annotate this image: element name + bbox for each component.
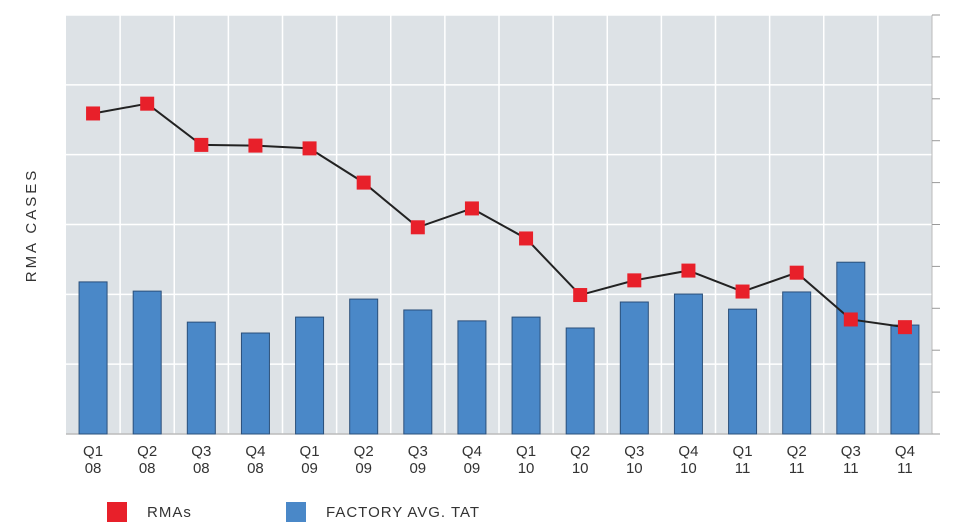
x-tick-label: Q2 [787,443,807,460]
x-tick-label: Q2 [354,443,374,460]
bar [619,301,649,435]
x-tick-label: 10 [680,460,697,477]
x-tick-label: Q2 [137,443,157,460]
marker [519,231,534,246]
line [92,102,906,329]
x-tick-label: Q3 [841,443,861,460]
legend-label: RMAs [147,504,192,521]
x-tick-label: 11 [789,460,805,477]
x-tick-label: Q4 [245,443,265,460]
bar [240,332,270,435]
x-tick-label: 10 [572,460,589,477]
marker [897,320,912,335]
marker [789,265,804,280]
x-tick-label: Q1 [733,443,753,460]
x-tick-label: Q3 [408,443,428,460]
x-tick-label: Q1 [300,443,320,460]
bar [890,324,920,435]
bar [295,316,325,435]
x-tick-label: 11 [897,460,913,477]
x-tick-label: 11 [735,460,751,477]
x-tick-label: Q4 [678,443,698,460]
bar [186,321,216,435]
x-tick-label: Q3 [191,443,211,460]
x-tick-label: 09 [464,460,481,477]
x-tick-label: Q1 [516,443,536,460]
bar [782,291,812,435]
x-tick-label: Q3 [624,443,644,460]
x-tick-label: 08 [247,460,264,477]
x-tick-label: 09 [301,460,318,477]
x-tick-label: 09 [355,460,372,477]
bar [349,298,379,435]
legend-swatch [286,502,306,522]
marker [410,220,425,235]
bar [728,308,758,435]
marker [248,138,263,153]
legend-label: FACTORY AVG. TAT [326,504,480,521]
marker [464,201,479,216]
marker [681,263,696,278]
marker [627,273,642,288]
x-tick-label: 08 [139,460,156,477]
bar [565,327,595,435]
x-tick-label: Q4 [462,443,482,460]
bar [511,316,541,435]
x-tick-label: 10 [626,460,643,477]
y-axis-label: RMA CASES [23,168,40,283]
x-tick-label: Q4 [895,443,915,460]
x-tick-label: 08 [193,460,210,477]
x-tick-label: 08 [85,460,102,477]
legend-swatch [107,502,127,522]
x-tick-label: 09 [409,460,426,477]
marker [735,284,750,299]
bar [673,293,703,435]
bar [78,281,108,435]
marker [573,288,588,303]
x-tick-label: 10 [518,460,535,477]
x-tick-label: Q2 [570,443,590,460]
x-tick-label: Q1 [83,443,103,460]
marker [140,96,155,111]
bar [403,309,433,435]
bar [132,290,162,435]
bar [457,320,487,435]
x-tick-label: 11 [843,460,859,477]
bar [836,261,866,435]
marker [843,312,858,327]
marker [302,141,317,156]
marker [356,175,371,190]
marker [194,137,209,152]
marker [86,106,101,121]
